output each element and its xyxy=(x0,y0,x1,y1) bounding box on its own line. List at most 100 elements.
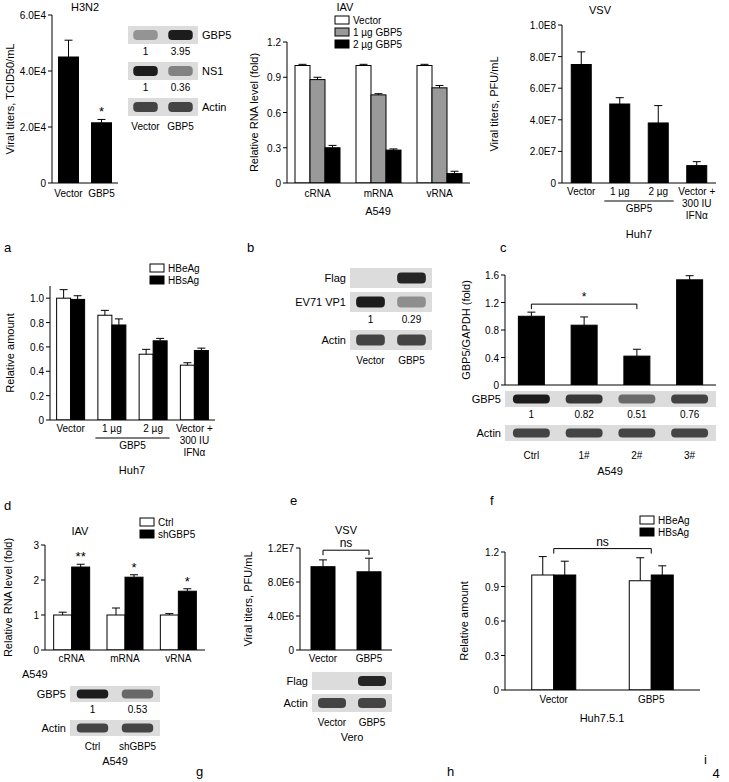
y-tick xyxy=(296,616,300,617)
bar xyxy=(629,581,651,690)
significance-label: * xyxy=(185,574,190,589)
label-line: Vector + xyxy=(176,423,213,434)
label-line: mRNA xyxy=(110,653,140,664)
error-bar xyxy=(319,560,327,567)
y-axis xyxy=(50,286,51,420)
chart-title: VSV xyxy=(335,524,358,536)
y-tick xyxy=(501,275,505,276)
band-value: 0.29 xyxy=(402,314,422,325)
y-axis-label: Viral titers, TCID50/mL xyxy=(4,44,16,155)
error-bar xyxy=(197,348,205,350)
legend-label: 1 µg GBP5 xyxy=(353,27,403,38)
x-axis-label: Huh7 xyxy=(119,464,145,476)
cell-label: A549 xyxy=(102,755,128,767)
significance-label: ns xyxy=(340,536,353,550)
y-tick xyxy=(48,71,52,72)
panel-letter: b xyxy=(247,240,254,255)
blot-band xyxy=(513,395,550,404)
bar xyxy=(371,95,386,183)
significance-label: ns xyxy=(596,535,609,549)
significance-label: * xyxy=(99,104,104,119)
error-bar xyxy=(561,561,569,575)
legend-swatch xyxy=(335,40,349,48)
bar xyxy=(554,575,576,690)
error-bar xyxy=(74,296,82,300)
chart-title: IAV xyxy=(337,1,355,13)
significance-bracket xyxy=(554,549,652,554)
lane-label: shGBP5 xyxy=(119,741,157,752)
label-line: vRNA xyxy=(165,653,191,664)
error-bar xyxy=(577,52,585,65)
x-tick-label: Vector +300 IUIFNα xyxy=(678,186,715,221)
figure-number: 4 xyxy=(712,766,719,781)
blot-row-label: Actin xyxy=(42,722,66,734)
legend-swatch xyxy=(640,528,654,536)
error-bar xyxy=(580,317,588,325)
y-tick xyxy=(501,330,505,331)
band-value: 1 xyxy=(368,314,374,325)
y-tick-label: 0.4 xyxy=(485,353,499,364)
y-tick xyxy=(501,621,505,622)
x-axis-label: A549 xyxy=(365,205,391,217)
error-bar xyxy=(390,149,398,150)
bar xyxy=(624,356,650,385)
band-value: 0.36 xyxy=(171,82,191,93)
plot-area xyxy=(532,557,674,690)
error-bar xyxy=(375,94,383,95)
blot-band xyxy=(566,395,603,404)
x-tick-label: vRNA xyxy=(426,188,452,199)
error-bar xyxy=(65,40,73,57)
significance-label: * xyxy=(131,560,136,575)
blot-band xyxy=(168,66,193,76)
legend-swatch xyxy=(140,530,154,538)
y-tick-label: 0.3 xyxy=(485,651,499,662)
y-tick-label: 1.6 xyxy=(485,270,499,281)
label-line: 1# xyxy=(579,450,591,461)
y-tick-label: 1.2 xyxy=(485,298,499,309)
y-tick xyxy=(283,77,287,78)
y-tick xyxy=(501,655,505,656)
y-axis-label: Viral titers, PFU/mL xyxy=(488,56,500,151)
error-bar xyxy=(165,614,173,615)
blot-band xyxy=(358,676,386,686)
y-tick-label: 0.4 xyxy=(30,366,44,377)
bar xyxy=(677,280,703,385)
blot-band xyxy=(618,429,655,438)
error-bar xyxy=(130,575,138,577)
y-axis-label: Relative RNA level (fold) xyxy=(248,53,260,172)
y-tick-label: 4.0E4 xyxy=(20,66,47,77)
y-tick-label: 1.2 xyxy=(267,37,281,48)
y-tick-label: 0.8 xyxy=(30,318,44,329)
blot-band xyxy=(397,334,426,345)
x-tick-label: Vector xyxy=(309,653,338,664)
legend-swatch xyxy=(150,276,164,284)
y-tick xyxy=(558,25,562,26)
y-tick xyxy=(558,56,562,57)
y-tick-label: 8.0E7 xyxy=(530,52,557,63)
error-bar xyxy=(156,338,164,340)
blot-band xyxy=(133,66,158,76)
error-bar xyxy=(77,564,85,567)
y-tick xyxy=(558,183,562,184)
panel-letter: g xyxy=(196,764,203,779)
lane-label: Vector xyxy=(318,717,347,728)
bar xyxy=(325,148,340,183)
blot-band xyxy=(133,102,158,112)
blot-row-label: Actin xyxy=(284,697,308,709)
bar xyxy=(447,174,462,183)
x-tick-label: 1# xyxy=(579,450,591,461)
y-tick-label: 0.2 xyxy=(30,391,44,402)
error-bar xyxy=(101,310,109,315)
bar xyxy=(178,591,196,650)
error-bar xyxy=(299,64,307,65)
blot-row-label: GBP5 xyxy=(37,688,66,700)
blot-band xyxy=(513,429,550,438)
y-axis-label: Relative amount xyxy=(458,581,470,661)
y-tick-label: 1.0E8 xyxy=(530,20,557,31)
y-tick xyxy=(558,151,562,152)
bar xyxy=(107,615,125,650)
chart-title: H3N2 xyxy=(71,1,99,13)
x-tick-label: GBP5 xyxy=(356,653,383,664)
bar xyxy=(357,572,381,650)
lane-label: GBP5 xyxy=(167,121,194,132)
